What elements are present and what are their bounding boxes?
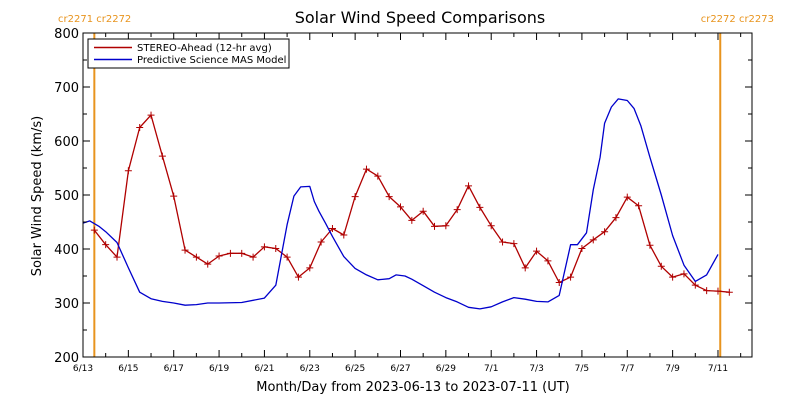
- stereo-data-point: [725, 288, 733, 296]
- y-tick-label: 300: [54, 297, 79, 312]
- stereo-data-point: [124, 167, 132, 175]
- stereo-data-point: [272, 244, 280, 252]
- legend-label-stereo: STEREO-Ahead (12-hr avg): [137, 43, 272, 54]
- stereo-data-point: [113, 253, 121, 261]
- stereo-data-point: [544, 257, 552, 265]
- x-tick-label: 6/15: [118, 364, 138, 374]
- y-tick-label: 700: [54, 81, 79, 96]
- x-axis-label: Month/Day from 2023-06-13 to 2023-07-11 …: [256, 380, 569, 395]
- stereo-data-point: [283, 253, 291, 261]
- x-tick-label: 6/25: [345, 364, 365, 374]
- x-tick-label: 7/11: [708, 364, 728, 374]
- stereo-data-point: [521, 264, 529, 272]
- x-tick-label: 7/5: [575, 364, 589, 374]
- stereo-data-point: [396, 203, 404, 211]
- stereo-data-point: [90, 226, 98, 234]
- stereo-data-point: [533, 247, 541, 255]
- stereo-data-point: [170, 192, 178, 200]
- stereo-data-point: [102, 241, 110, 249]
- y-axis-label: Solar Wind Speed (km/s): [30, 116, 45, 276]
- stereo-data-point: [158, 152, 166, 160]
- carrington-rotation-label-right: cr2272 cr2273: [701, 14, 774, 25]
- stereo-data-point: [601, 228, 609, 236]
- stereo-data-point: [238, 249, 246, 257]
- x-tick-label: 6/17: [164, 364, 184, 374]
- stereo-data-point: [453, 206, 461, 214]
- stereo-data-point: [442, 222, 450, 230]
- stereo-data-point: [714, 287, 722, 295]
- legend-label-model: Predictive Science MAS Model: [137, 55, 286, 66]
- x-tick-label: 6/19: [209, 364, 229, 374]
- y-tick-label: 400: [54, 243, 79, 258]
- stereo-data-point: [204, 260, 212, 268]
- stereo-data-point: [215, 252, 223, 260]
- stereo-data-point: [465, 182, 473, 190]
- stereo-data-point: [567, 273, 575, 281]
- carrington-rotation-label-left: cr2271 cr2272: [58, 14, 131, 25]
- stereo-data-point: [408, 216, 416, 224]
- stereo-data-point: [487, 222, 495, 230]
- stereo-data-point: [340, 231, 348, 239]
- chart-title: Solar Wind Speed Comparisons: [295, 8, 546, 27]
- stereo-data-point: [385, 193, 393, 201]
- stereo-data-point: [147, 111, 155, 119]
- y-tick-label: 500: [54, 189, 79, 204]
- stereo-data-point: [680, 270, 688, 278]
- stereo-data-point: [703, 287, 711, 295]
- axes: 200 300 400 500 600 700 800 6/13 6/15 6/17 6/19 6/2…: [54, 27, 753, 374]
- stereo-data-point: [589, 236, 597, 244]
- stereo-data-point: [374, 172, 382, 180]
- x-tick-label: 7/7: [620, 364, 634, 374]
- x-tick-label: 7/3: [529, 364, 543, 374]
- vertical-markers: [93, 33, 722, 357]
- x-tick-label: 6/23: [300, 364, 320, 374]
- stereo-data-point: [226, 249, 234, 257]
- stereo-data-point: [249, 253, 257, 261]
- stereo-data-point: [431, 222, 439, 230]
- legend: STEREO-Ahead (12-hr avg) Predictive Scie…: [87, 38, 290, 69]
- stereo-data-point: [669, 273, 677, 281]
- x-tick-label: 6/29: [436, 364, 456, 374]
- stereo-data-point: [192, 253, 200, 261]
- y-tick-label: 200: [54, 351, 79, 366]
- mas-model-line: [82, 98, 719, 310]
- stereo-data-point: [136, 124, 144, 131]
- stereo-data-point: [260, 243, 268, 251]
- stereo-data-point: [612, 214, 620, 222]
- stereo-data-point: [317, 238, 325, 246]
- y-tick-label: 600: [54, 135, 79, 150]
- x-tick-label: 7/1: [484, 364, 498, 374]
- stereo-data-point: [351, 193, 359, 201]
- stereo-data-point: [306, 264, 314, 272]
- x-tick-label: 7/9: [665, 364, 680, 374]
- stereo-data-point: [578, 244, 586, 252]
- stereo-data-point: [476, 203, 484, 211]
- x-tick-label: 6/13: [73, 364, 93, 374]
- stereo-data-point: [646, 241, 654, 249]
- stereo-data-point: [499, 238, 507, 246]
- stereo-data-point: [419, 207, 427, 215]
- stereo-data-point: [294, 273, 302, 281]
- stereo-data-point: [181, 246, 189, 254]
- stereo-data-point: [510, 240, 518, 248]
- stereo-data-point: [328, 224, 336, 232]
- stereo-data-point: [623, 193, 631, 201]
- y-tick-label: 800: [54, 27, 79, 42]
- x-tick-label: 6/21: [254, 364, 274, 374]
- x-tick-label: 6/27: [390, 364, 410, 374]
- legend-box: [87, 38, 290, 69]
- stereo-data-point: [635, 202, 643, 210]
- stereo-data-point: [362, 165, 370, 173]
- stereo-data-point: [691, 281, 699, 289]
- stereo-data-point: [657, 262, 665, 270]
- series-layer: [82, 98, 733, 310]
